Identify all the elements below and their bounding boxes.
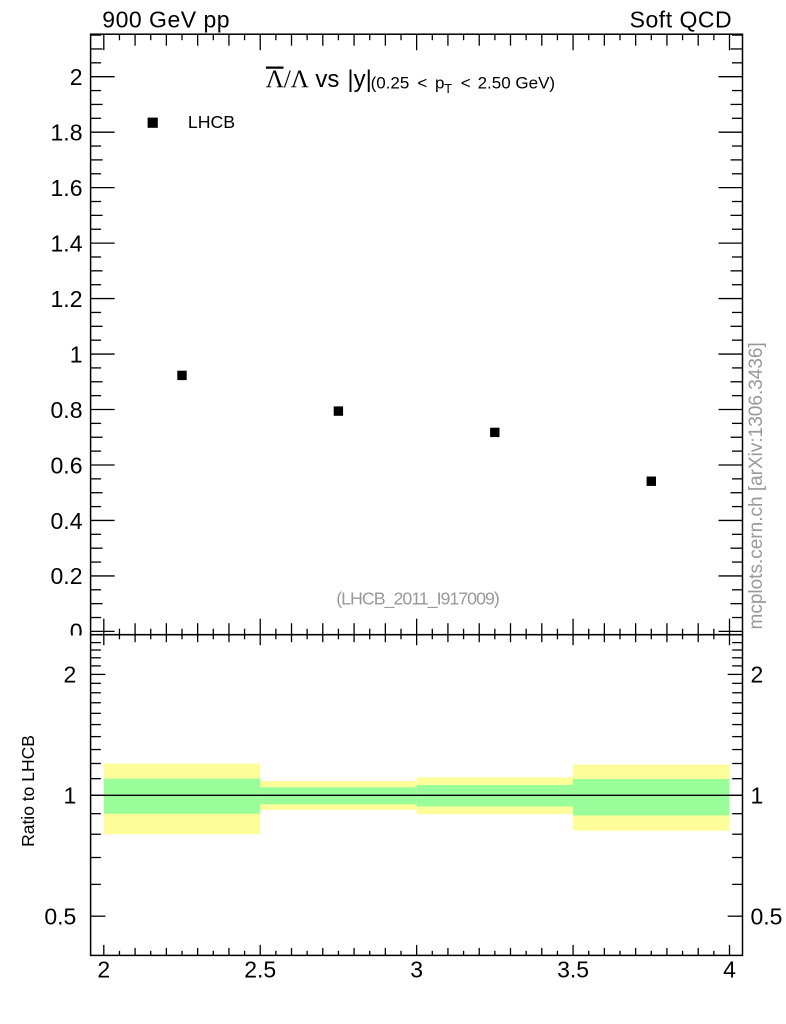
svg-text:2.50 GeV): 2.50 GeV) — [478, 73, 555, 92]
svg-text:<: < — [461, 73, 471, 92]
svg-text:LHCB: LHCB — [188, 112, 235, 132]
svg-text:3.5: 3.5 — [557, 957, 589, 983]
svg-text:1: 1 — [751, 783, 764, 809]
svg-text:2: 2 — [64, 662, 77, 688]
svg-text:0.2: 0.2 — [51, 563, 83, 589]
svg-text:(0.25: (0.25 — [371, 73, 410, 92]
svg-text:Λ/Λ: Λ/Λ — [266, 66, 309, 93]
svg-text:p: p — [435, 73, 444, 92]
svg-text:T: T — [444, 81, 452, 96]
svg-text:Ratio to LHCB: Ratio to LHCB — [18, 735, 38, 847]
svg-text:1.6: 1.6 — [51, 175, 83, 201]
svg-text:(LHCB_2011_I917009): (LHCB_2011_I917009) — [336, 589, 499, 610]
svg-text:2.5: 2.5 — [244, 957, 276, 983]
svg-text:mcplots.cern.ch [arXiv:1306.34: mcplots.cern.ch [arXiv:1306.3436] — [746, 342, 767, 629]
svg-text:<: < — [417, 73, 427, 92]
svg-text:2: 2 — [70, 64, 83, 90]
svg-text:1.8: 1.8 — [51, 119, 83, 145]
svg-text:900 GeV pp: 900 GeV pp — [102, 6, 230, 32]
svg-text:1.2: 1.2 — [51, 286, 83, 312]
svg-text:1: 1 — [70, 341, 83, 367]
svg-text:0.5: 0.5 — [44, 903, 76, 929]
svg-text:0.4: 0.4 — [51, 508, 83, 534]
svg-text:1.4: 1.4 — [51, 230, 83, 256]
svg-text:0.6: 0.6 — [51, 452, 83, 478]
svg-text:0.8: 0.8 — [51, 397, 83, 423]
svg-text:4: 4 — [723, 957, 736, 983]
svg-text:Soft QCD: Soft QCD — [630, 6, 732, 32]
svg-text:2: 2 — [751, 662, 764, 688]
svg-text:0.5: 0.5 — [751, 903, 783, 929]
svg-text:vs: vs — [315, 66, 339, 93]
svg-text:|y|: |y| — [347, 66, 371, 93]
svg-text:3: 3 — [410, 957, 423, 983]
svg-text:2: 2 — [97, 957, 110, 983]
svg-text:1: 1 — [64, 783, 77, 809]
